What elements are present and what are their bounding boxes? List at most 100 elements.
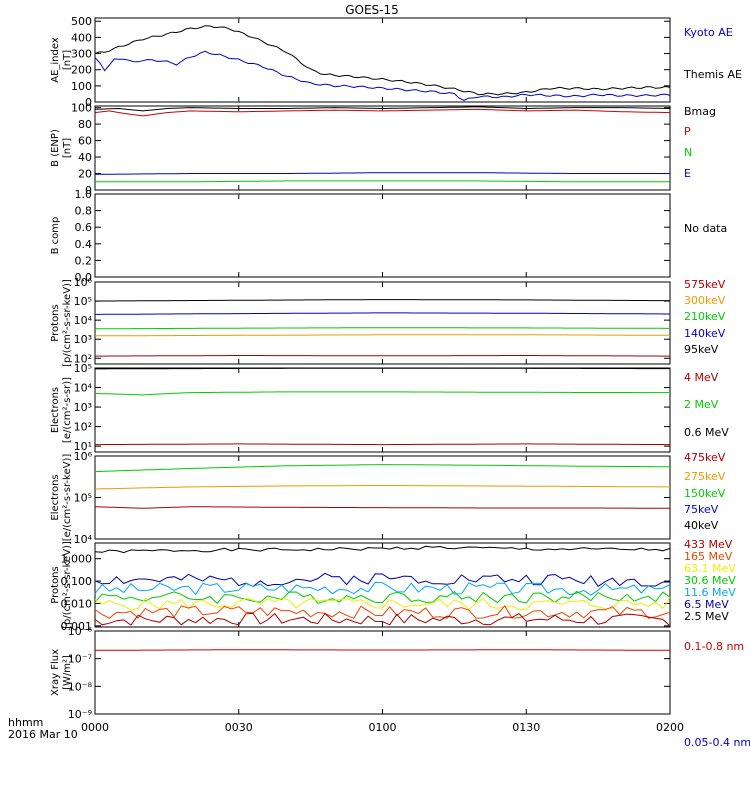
y-tick-label: 10⁴ (74, 314, 93, 327)
y-tick-label: 10⁻⁶ (68, 625, 93, 638)
y-tick-label: 200 (71, 64, 92, 77)
panel-frame (94, 105, 671, 191)
y-tick-label: 0 (85, 96, 92, 109)
legend-label: 150keV (684, 487, 726, 500)
legend-label: 475keV (684, 451, 726, 464)
series-line (94, 108, 671, 117)
y-tick-label: 10² (74, 421, 92, 434)
y-tick-label: 10⁻⁷ (68, 653, 92, 666)
y-axis-label: B (ENP) (50, 129, 61, 167)
series-line (94, 464, 671, 473)
y-tick-label: 0 (85, 184, 92, 197)
y-tick-label: 10³ (74, 333, 92, 346)
legend-label: 40keV (684, 519, 719, 532)
y-tick-label: 10³ (74, 401, 92, 414)
legend-label: 11.6 MeV (684, 586, 736, 599)
series-line (94, 485, 670, 490)
x-tick-label: 0030 (225, 721, 253, 734)
y-tick-label: 0.8 (75, 205, 93, 218)
y-axis-unit: [W/m²] (62, 655, 73, 690)
y-tick-label: 0.010 (61, 597, 93, 610)
y-tick-label: 1.000 (61, 553, 93, 566)
legend-label: 210keV (684, 310, 726, 323)
series-line (94, 334, 670, 337)
legend-label: 300keV (684, 294, 726, 307)
series-line (94, 106, 671, 112)
legend-label: P (684, 125, 691, 138)
y-tick-label: 0.0 (75, 271, 93, 284)
x-tick-label: 0130 (512, 721, 540, 734)
legend-label: 63.1 MeV (684, 562, 736, 575)
y-tick-label: 20 (78, 168, 92, 181)
y-axis-label: AE_index (50, 37, 61, 83)
panel-5: 10¹ 10² 10³ 10⁴ 10⁵ Electrons [e/(cm²-s-sr)] 4 … (50, 362, 729, 453)
legend-label: 0.6 MeV (684, 426, 729, 439)
y-tick-label: 0.001 (61, 620, 93, 633)
series-line (94, 572, 671, 587)
legend-label: 2.5 MeV (684, 610, 729, 623)
legend-label: 95keV (684, 343, 719, 356)
panel-frame (94, 367, 671, 453)
x-tick-label: 0200 (656, 721, 684, 734)
y-tick-label: 0.6 (75, 221, 93, 234)
legend-label: 140keV (684, 327, 726, 340)
y-tick-label: 10⁵ (74, 295, 92, 308)
series-line (94, 50, 671, 101)
y-tick-label: 10⁻⁹ (68, 708, 92, 721)
panel-frame (94, 193, 671, 278)
series-line (94, 391, 670, 396)
y-axis-unit: [e/(cm²-s-sr-keV)] (62, 454, 73, 542)
series-line (94, 604, 671, 619)
y-tick-label: 10² (74, 352, 92, 365)
panel-3: 0.0 0.2 0.4 0.6 0.8 1.0 B comp No data (50, 188, 727, 284)
y-tick-label: 1.0 (75, 188, 93, 201)
y-axis-unit: [nT] (62, 138, 73, 158)
series-line (94, 25, 671, 96)
y-tick-label: 300 (71, 48, 92, 61)
y-tick-label: 10⁴ (74, 533, 93, 546)
x-tick-label: 0000 (81, 721, 109, 734)
series-line (94, 581, 671, 596)
y-axis-unit: [p/(cm²-s-sr-keV)] (62, 279, 73, 367)
panel-frame (94, 542, 671, 628)
series-line (94, 612, 671, 627)
legend-label: Kyoto AE (684, 26, 733, 39)
y-axis-unit: [nT] (62, 50, 73, 70)
series-line (95, 327, 670, 330)
legend-label: 0.05-0.4 nm (684, 736, 750, 749)
series-line (95, 443, 670, 446)
y-tick-label: 10⁶ (74, 450, 93, 463)
legend-label: 0.1-0.8 nm (684, 640, 744, 653)
series-line (95, 180, 670, 183)
legend-label: Bmag (684, 105, 716, 118)
time-axis-label-hhmm: hhmm (8, 716, 43, 729)
y-axis-label: Electrons (50, 387, 61, 433)
legend-label: 2 MeV (684, 398, 719, 411)
y-axis-unit: [e/(cm²-s-sr)] (62, 377, 73, 443)
y-tick-label: 0.4 (75, 238, 93, 251)
legend-label: 165 MeV (684, 550, 733, 563)
y-tick-label: 100 (71, 80, 92, 93)
legend-label: 575keV (684, 278, 726, 291)
y-tick-label: 60 (78, 135, 92, 148)
legend-label: 6.5 MeV (684, 598, 729, 611)
y-tick-label: 500 (71, 15, 92, 28)
y-tick-label: 100 (71, 102, 92, 115)
y-axis-label: Protons (50, 304, 61, 341)
y-tick-label: 10⁵ (74, 492, 92, 505)
legend-label: N (684, 146, 692, 159)
series-line (95, 355, 670, 357)
y-tick-label: 10⁵ (74, 362, 92, 375)
panel-2: 0 20 40 60 80 100 B (ENP) [nT] Bmag PNE (50, 102, 716, 197)
y-tick-label: 0.2 (75, 254, 93, 267)
y-axis-label: Protons (50, 566, 61, 603)
y-tick-label: 10¹ (74, 440, 92, 453)
series-line (94, 597, 671, 611)
y-axis-label: B comp (50, 217, 61, 255)
y-axis-label: Electrons (50, 474, 61, 520)
legend-label: No data (684, 222, 727, 235)
series-line (94, 590, 671, 605)
